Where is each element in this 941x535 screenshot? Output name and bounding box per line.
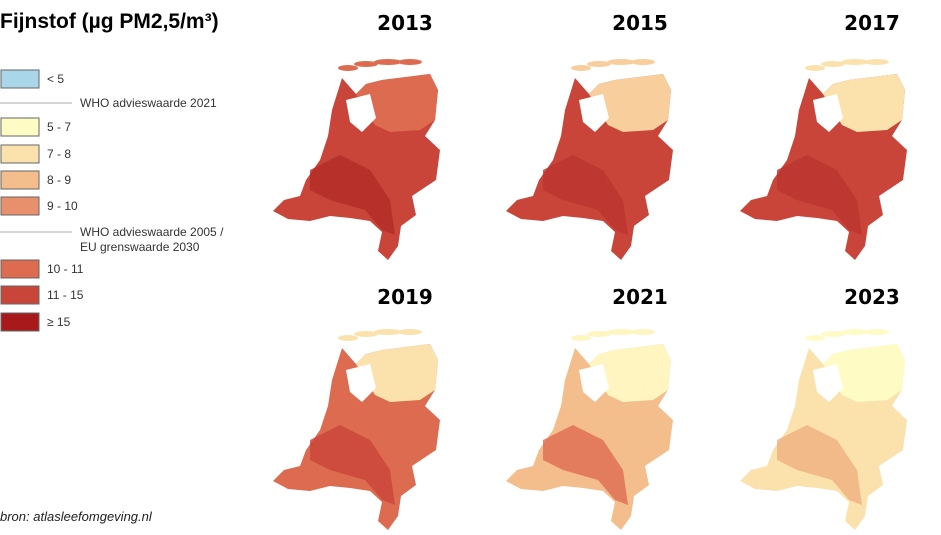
map-hotspot <box>543 425 628 505</box>
map-island <box>338 65 358 71</box>
map-island <box>841 329 869 335</box>
legend-swatch <box>0 285 40 305</box>
map-north <box>589 74 671 132</box>
legend-swatch <box>0 117 40 137</box>
map-island <box>821 331 845 337</box>
legend-swatch <box>0 144 40 164</box>
legend-label: 10 - 11 <box>47 262 84 276</box>
map-island <box>631 329 655 335</box>
legend-label: 11 - 15 <box>47 288 84 302</box>
map-island <box>841 59 869 65</box>
legend-swatch <box>0 312 40 332</box>
map-island <box>354 331 378 337</box>
legend-swatch <box>0 170 40 190</box>
map-island <box>865 329 889 335</box>
legend-swatch <box>0 69 40 89</box>
map-island <box>587 331 611 337</box>
map-north <box>823 74 905 132</box>
legend-line-label: EU grenswaarde 2030 <box>80 240 200 254</box>
legend-label: < 5 <box>47 72 64 86</box>
map-island <box>374 59 402 65</box>
map-hotspot <box>310 155 395 235</box>
map <box>273 59 440 260</box>
map-island <box>805 65 825 71</box>
legend-label: 8 - 9 <box>47 173 71 187</box>
map <box>506 329 673 530</box>
map-ijsselmeer <box>346 94 376 132</box>
legend-label: 5 - 7 <box>47 120 71 134</box>
map-ijsselmeer <box>579 94 609 132</box>
map-island <box>398 59 422 65</box>
legend-label: ≥ 15 <box>47 315 71 329</box>
map-island <box>607 59 635 65</box>
map-year: 2023 <box>844 285 900 309</box>
map-north <box>356 74 438 132</box>
legend-swatch <box>0 259 40 279</box>
map-island <box>607 329 635 335</box>
map-island <box>571 335 591 341</box>
map-island <box>354 61 378 67</box>
map <box>740 329 907 530</box>
map-island <box>338 335 358 341</box>
legend-line-label: WHO advieswaarde 2005 / <box>80 225 224 239</box>
map-north <box>823 344 905 402</box>
legend-label: 7 - 8 <box>47 147 71 161</box>
map-island <box>374 329 402 335</box>
map-island <box>805 335 825 341</box>
legend-swatch <box>0 196 40 216</box>
map <box>506 59 673 260</box>
map-hotspot <box>543 155 628 235</box>
map-ijsselmeer <box>813 94 843 132</box>
map-ijsselmeer <box>813 364 843 402</box>
legend-label: 9 - 10 <box>47 199 78 213</box>
map-island <box>631 59 655 65</box>
map-year: 2021 <box>612 285 668 309</box>
map-ijsselmeer <box>579 364 609 402</box>
map-north <box>589 344 671 402</box>
map-island <box>571 65 591 71</box>
source: bron: atlasleefomgeving.nl <box>0 509 153 524</box>
map-island <box>821 61 845 67</box>
title: Fijnstof (µg PM2,5/m³) <box>0 10 219 33</box>
map-island <box>398 329 422 335</box>
legend-line-label: WHO advieswaarde 2021 <box>80 96 217 110</box>
map-year: 2013 <box>377 11 433 35</box>
map-year: 2019 <box>377 285 433 309</box>
map-ijsselmeer <box>346 364 376 402</box>
map-hotspot <box>777 425 862 505</box>
map-hotspot <box>777 155 862 235</box>
map <box>273 329 440 530</box>
map-hotspot <box>310 425 395 505</box>
map-island <box>587 61 611 67</box>
map-year: 2015 <box>612 11 668 35</box>
map-island <box>865 59 889 65</box>
map-north <box>356 344 438 402</box>
map <box>740 59 907 260</box>
map-year: 2017 <box>844 11 900 35</box>
